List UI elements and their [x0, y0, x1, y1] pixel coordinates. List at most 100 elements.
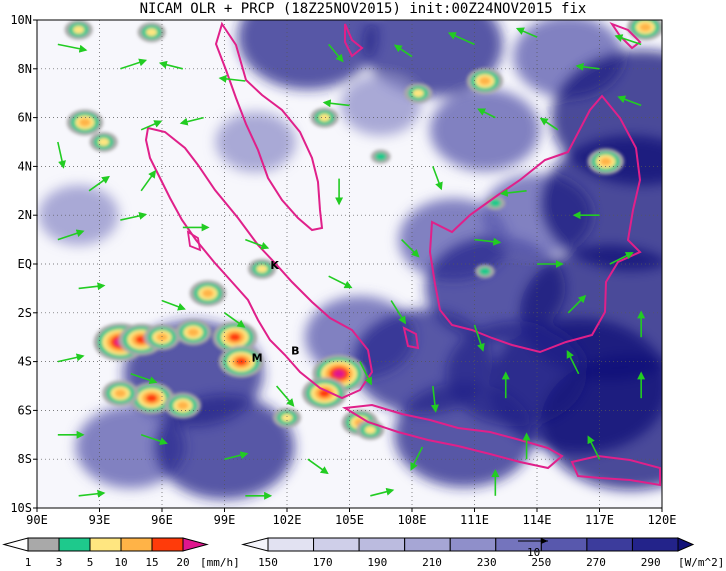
- java-coastline: [341, 403, 564, 470]
- station-label-M: M: [252, 352, 263, 365]
- wind-vector-30: [609, 252, 634, 265]
- precip-cell-26: [370, 149, 391, 164]
- olr-colorbar-label: 250: [531, 556, 551, 569]
- precip-cell-19: [310, 107, 339, 128]
- lat-tick-label: 2S: [18, 306, 32, 320]
- precip-colorbar-label: 5: [87, 556, 94, 569]
- precip-cell-20: [466, 68, 504, 94]
- olr-colorbar-label: 190: [367, 556, 387, 569]
- cloud-blob-20: [429, 88, 540, 172]
- lat-tick-label: 4S: [18, 355, 32, 369]
- precip-cell-3: [175, 319, 212, 346]
- wind-vector-21: [499, 188, 527, 197]
- wind-reference-arrow: 10: [518, 538, 548, 559]
- wind-vector-56: [370, 487, 395, 497]
- wind-vector-12: [179, 116, 204, 126]
- wind-vector-20: [432, 166, 443, 191]
- precip-cell-16: [89, 132, 118, 152]
- cloud-blob-9: [237, 20, 378, 90]
- precip-colorbar-swatch: [120, 537, 153, 552]
- wind-vector-54: [78, 489, 106, 498]
- olr-colorbar-unit: [W/m^2]: [678, 556, 724, 569]
- wind-vector-8: [575, 62, 600, 71]
- wind-vector-53: [587, 435, 601, 460]
- wind-vector-33: [224, 312, 246, 328]
- axis-labels: 90E 93E 96E 99E 102E 105E 108E 111E 114E 117E 120E…: [10, 13, 676, 527]
- precip-cell-22: [587, 148, 624, 175]
- lon-tick-label: 111E: [460, 513, 489, 527]
- wind-vector-3: [218, 74, 246, 83]
- station-labels: K M B: [252, 259, 300, 365]
- lon-tick-label: 117E: [585, 513, 614, 527]
- wind-vector-28: [474, 237, 502, 246]
- wind-vector-9: [614, 34, 642, 46]
- islands-northeast-coastline: [609, 21, 642, 50]
- olr-colorbar-label: 150: [258, 556, 278, 569]
- lat-tick-label: 10N: [10, 13, 32, 27]
- precip-cell-11: [129, 382, 174, 415]
- precip-colorbar-swatch: [27, 537, 60, 552]
- lon-tick-label: 120E: [648, 513, 677, 527]
- precip-colorbar-max-pointer: [182, 537, 209, 552]
- wind-vector-23: [57, 229, 85, 241]
- lon-tick-label: 99E: [214, 513, 236, 527]
- lat-tick-label: 6N: [18, 111, 32, 125]
- olr-colorbar-label: 210: [422, 556, 442, 569]
- wind-vector-34: [328, 275, 353, 289]
- lon-tick-label: 96E: [151, 513, 173, 527]
- lon-tick-label: 114E: [523, 513, 552, 527]
- precip-colorbar-label: 20: [176, 556, 189, 569]
- wind-vector-40: [130, 373, 158, 384]
- precip-colorbar-min-pointer: [2, 537, 29, 552]
- wind-vector-43: [430, 385, 439, 413]
- precip-cell-2: [143, 324, 181, 351]
- wind-vector-1: [120, 58, 148, 70]
- precip-colorbar-label: 10: [114, 556, 127, 569]
- precip-colorbar-label: 3: [56, 556, 63, 569]
- wind-vector-26: [245, 238, 270, 250]
- malay-peninsula-coastline: [214, 21, 324, 232]
- precip-cell-4: [212, 321, 258, 354]
- precip-cell-27: [273, 407, 301, 428]
- wind-vector-49: [224, 451, 249, 460]
- cloud-blob-8: [540, 355, 662, 491]
- wind-vector-37: [567, 294, 587, 314]
- olr-colorbar-label: 230: [477, 556, 497, 569]
- cloud-blob-19: [38, 185, 119, 246]
- olr-colorbar-swatch: [404, 537, 451, 552]
- cloud-blob-17: [551, 50, 662, 186]
- lat-tick-label: 8N: [18, 62, 32, 76]
- olr-colorbar-max-pointer: [677, 537, 695, 552]
- wind-vector-48: [140, 434, 168, 445]
- lon-tick-label: 108E: [398, 513, 427, 527]
- olr-colorbar-swatch: [540, 537, 588, 552]
- wind-vector-39: [57, 353, 85, 363]
- cloud-blob-14: [154, 394, 295, 500]
- olr-colorbar-swatch: [586, 537, 633, 552]
- wind-vector-10: [57, 141, 66, 169]
- precip-cell-5: [189, 280, 227, 307]
- station-label-K: K: [270, 259, 279, 272]
- wind-vector-11: [140, 120, 163, 131]
- wind-vector-7: [515, 27, 538, 38]
- cloud-blob-18: [215, 112, 296, 172]
- precip-cell-24: [475, 264, 495, 279]
- bali-lombok-coastline: [570, 454, 661, 487]
- wind-vector-32: [161, 299, 186, 311]
- wind-vector-4: [328, 43, 344, 63]
- wind-vector-51: [410, 446, 424, 471]
- lat-tick-label: 10S: [10, 501, 32, 515]
- precip-cell-15: [66, 109, 104, 136]
- precip-colorbar: 1 3 5 10 15 20: [2, 537, 209, 569]
- precip-colorbar-swatch: [89, 537, 122, 552]
- wind-vector-14: [477, 108, 496, 119]
- wind-vector-0: [57, 43, 88, 53]
- olr-colorbar-swatch: [358, 537, 406, 552]
- precip-layer: [64, 20, 662, 440]
- precip-colorbar-label: 15: [145, 556, 158, 569]
- islands-north-coastline: [344, 23, 364, 58]
- precip-colorbar-swatch: [151, 537, 184, 552]
- lon-tick-label: 105E: [335, 513, 364, 527]
- lon-tick-label: 90E: [26, 513, 48, 527]
- precip-cell-18: [64, 20, 93, 40]
